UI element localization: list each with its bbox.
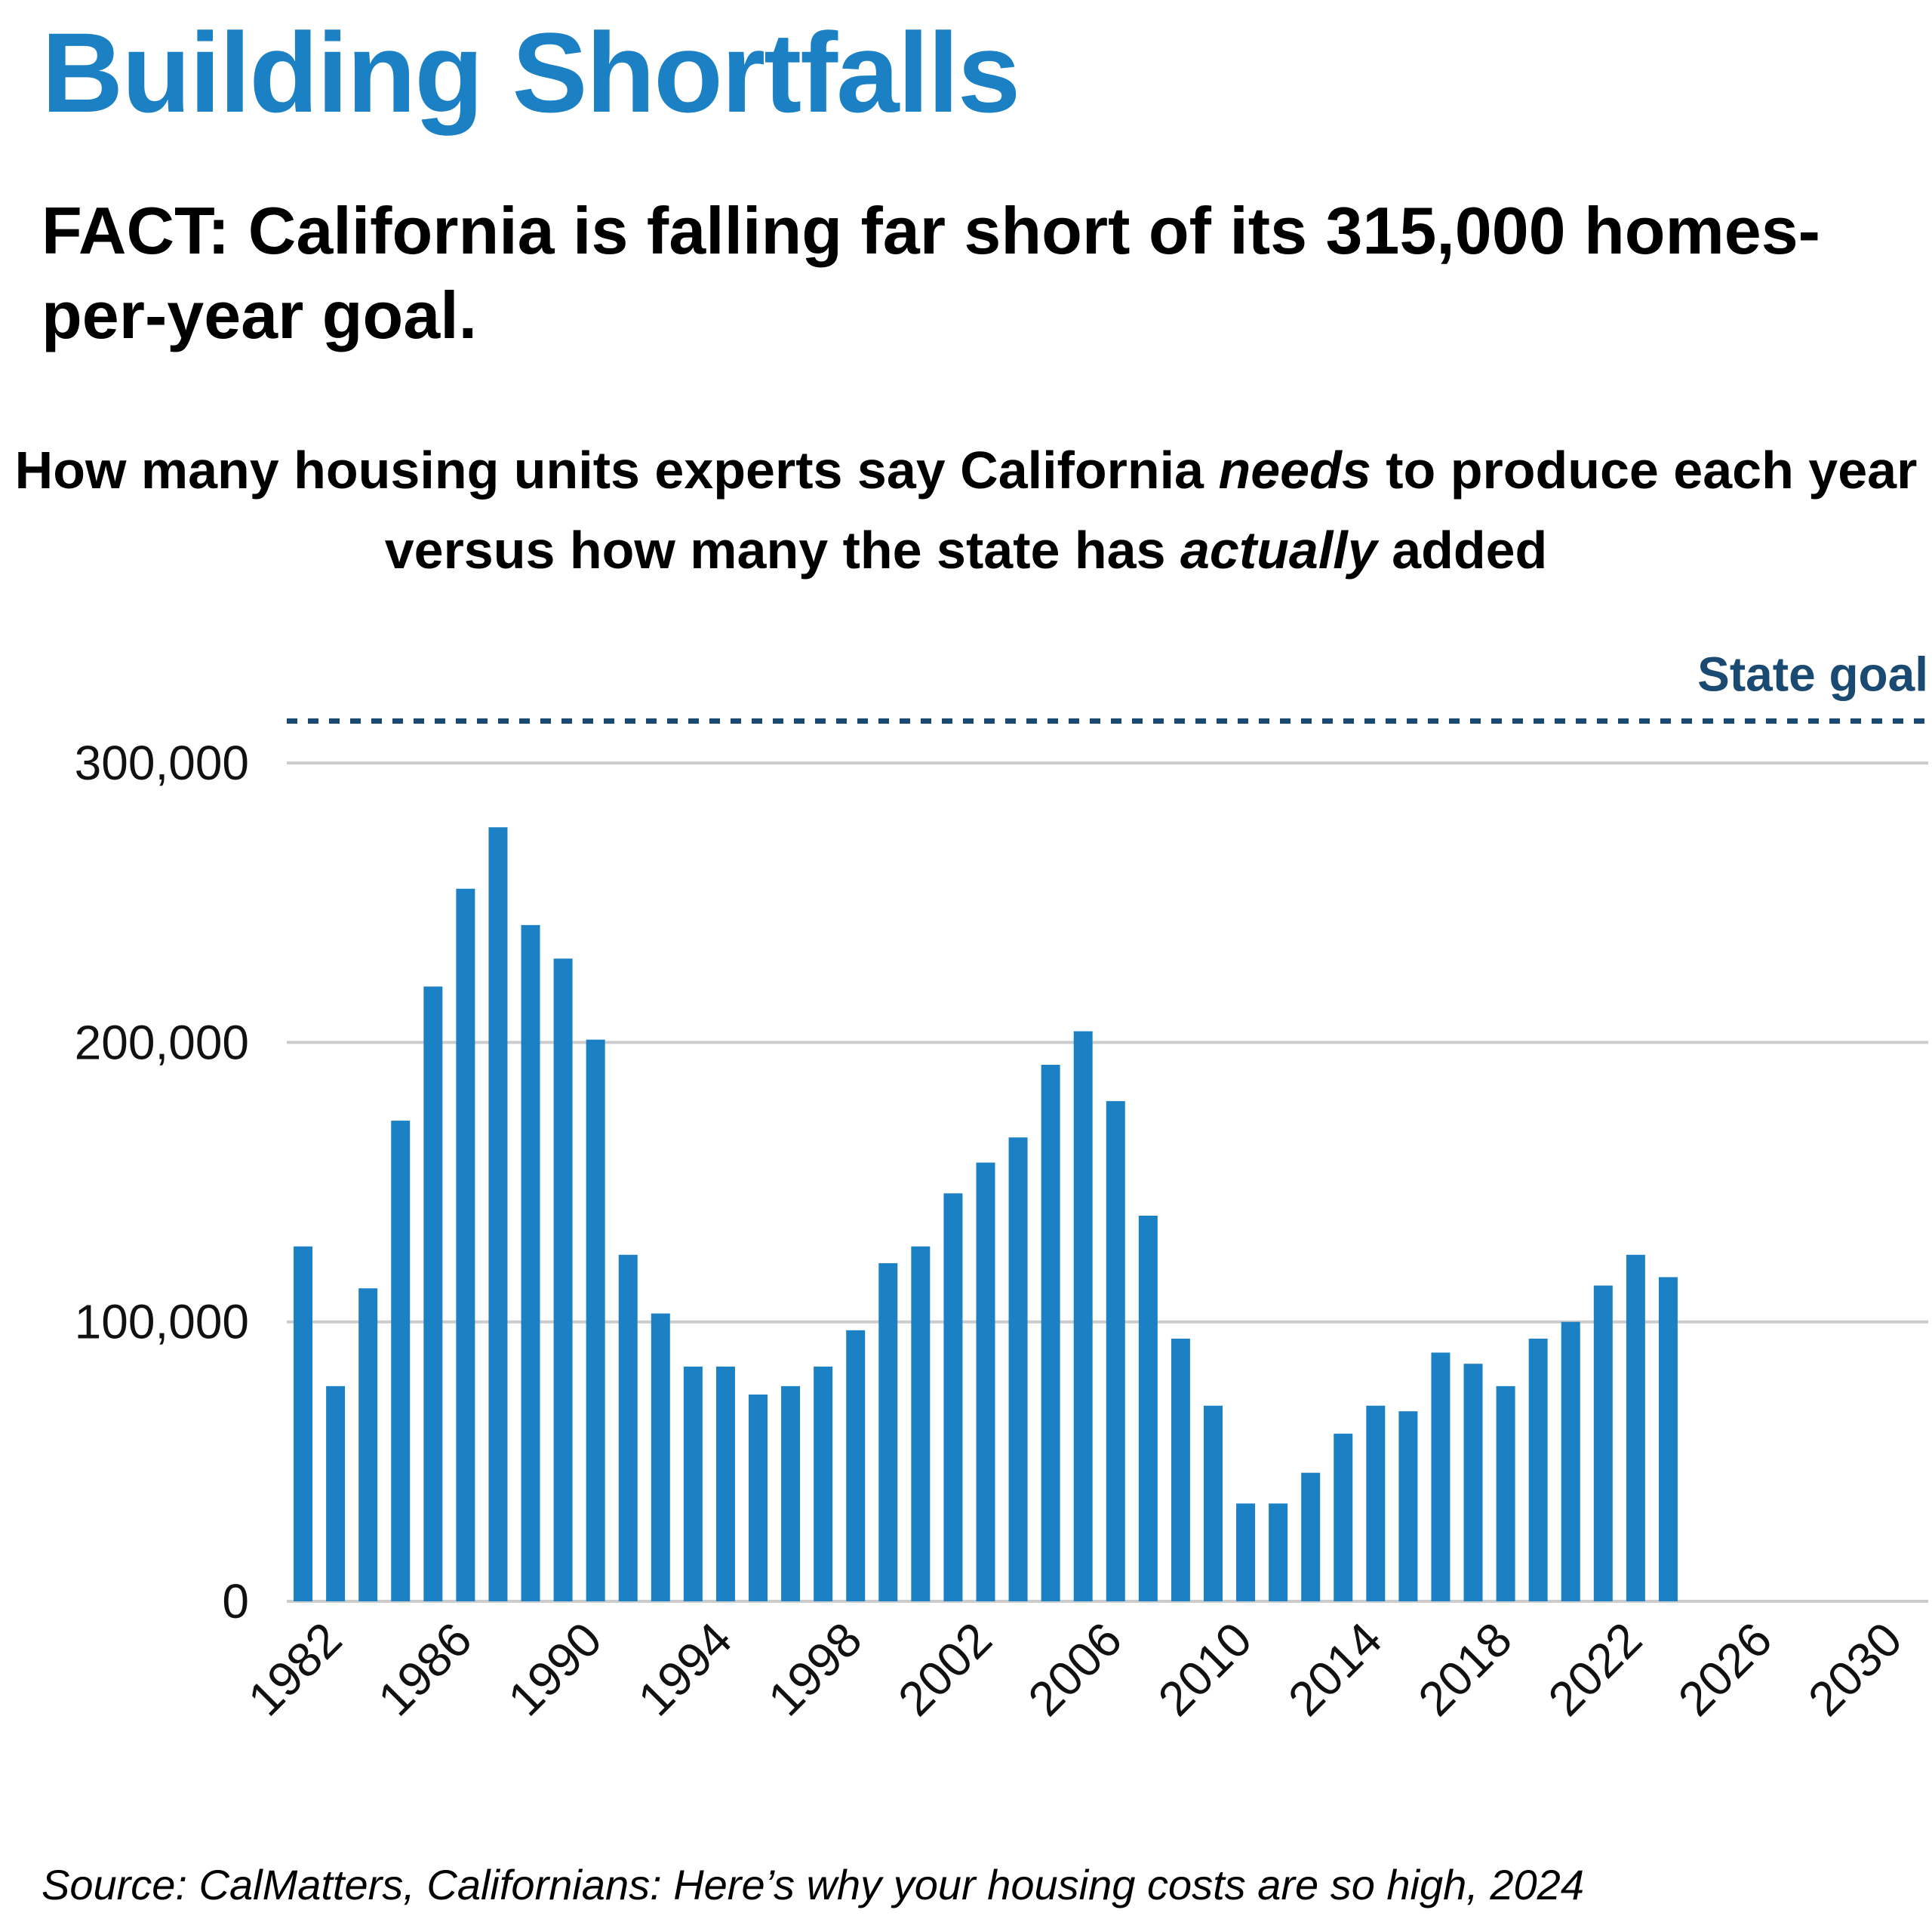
x-tick-label: 2030 [1798,1612,1912,1727]
y-tick-label: 100,000 [75,1295,249,1349]
bars [294,827,1678,1601]
fact-lead: FACT: [42,193,230,268]
state-goal-label: State goal [1697,647,1928,702]
bar-1999 [846,1330,866,1601]
bar-1995 [715,1366,735,1601]
bar-2002 [943,1193,963,1601]
y-tick-label: 0 [222,1574,249,1628]
bar-2021 [1561,1321,1580,1601]
chart-title: Building Shortfalls [42,9,1020,136]
bar-2006 [1073,1031,1093,1601]
x-tick-label: 1990 [497,1612,612,1727]
bar-2019 [1496,1385,1515,1601]
bar-1984 [358,1288,378,1601]
x-tick-label: 2022 [1538,1612,1653,1727]
bar-2011 [1236,1503,1256,1601]
bar-1997 [781,1385,801,1601]
bar-2005 [1041,1065,1060,1601]
bar-2001 [911,1246,931,1601]
bar-2007 [1106,1101,1125,1601]
subtitle-part-2: to produce each year versus how many the… [384,441,1918,580]
x-tick-label: 1982 [238,1612,352,1727]
x-tick-label: 1986 [368,1612,482,1727]
bar-1990 [553,958,573,1601]
bar-2024 [1658,1277,1678,1601]
chart-subtitle: How many housing units experts say Calif… [0,430,1932,590]
bar-1994 [683,1366,703,1601]
bar-1986 [423,986,443,1601]
y-tick-label: 300,000 [75,736,249,790]
bar-2018 [1463,1364,1483,1601]
subtitle-emphasis-needs: needs [1218,441,1371,500]
bar-2017 [1431,1352,1451,1601]
bar-1991 [586,1039,605,1601]
x-tick-label: 2010 [1148,1612,1263,1727]
bar-2004 [1008,1137,1028,1601]
bar-2013 [1301,1472,1321,1601]
bar-2010 [1203,1405,1223,1601]
bar-2015 [1366,1405,1386,1601]
bar-2016 [1398,1411,1418,1601]
bar-2012 [1269,1503,1288,1601]
bar-1996 [749,1394,768,1601]
subtitle-part-1: How many housing units experts say Calif… [14,441,1219,500]
bar-2009 [1171,1338,1190,1601]
x-tick-label: 2018 [1407,1612,1522,1727]
subtitle-part-3: added [1377,521,1548,580]
bar-1998 [814,1366,833,1601]
x-tick-label: 2002 [888,1612,1002,1727]
source-note: Source: CalMatters, Californians: Here’s… [42,1861,1584,1908]
fact-text: California is falling far short of its 3… [42,193,1820,352]
bar-1992 [618,1254,638,1601]
state-goal-reference: State goal [287,647,1928,724]
bar-1985 [391,1121,411,1601]
bar-2014 [1334,1433,1353,1601]
bar-2022 [1593,1285,1613,1601]
bar-2020 [1528,1338,1548,1601]
bar-1983 [326,1385,346,1601]
x-tick-label: 2026 [1668,1612,1783,1727]
x-tick-label: 1994 [628,1612,743,1727]
fact-statement: FACT: California is falling far short of… [42,189,1898,358]
bar-2000 [878,1262,898,1601]
bar-1988 [488,827,508,1601]
y-axis-ticks: 0 100,000 200,000 300,000 [75,736,249,1628]
bar-1993 [651,1313,670,1601]
x-tick-label: 2006 [1018,1612,1133,1727]
bar-2023 [1626,1254,1645,1601]
x-axis-ticks: 1982 1986 1990 1994 1998 2002 2006 2010 2014 2018… [238,1612,1912,1727]
bar-1987 [456,888,475,1601]
bar-1982 [294,1246,313,1601]
x-tick-label: 1998 [758,1612,872,1727]
subtitle-emphasis-actually: actually [1180,521,1377,580]
y-tick-label: 200,000 [75,1015,249,1069]
bar-2008 [1138,1215,1158,1601]
x-tick-label: 2014 [1278,1612,1392,1727]
bar-1989 [521,924,540,1601]
bar-2003 [976,1162,995,1601]
